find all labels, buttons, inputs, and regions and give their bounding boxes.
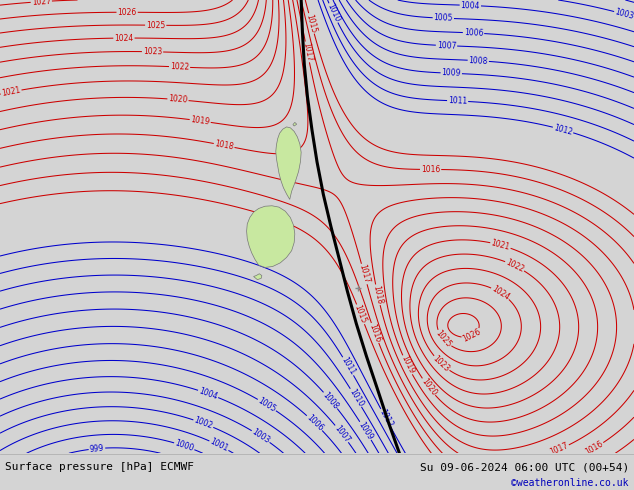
Text: 1000: 1000 (174, 439, 195, 453)
Polygon shape (293, 122, 297, 126)
Text: 1017: 1017 (358, 264, 371, 285)
Text: 1026: 1026 (462, 327, 482, 344)
Text: 1007: 1007 (437, 41, 456, 50)
Text: 1023: 1023 (431, 354, 451, 373)
Text: 1011: 1011 (448, 96, 467, 106)
Text: Su 09-06-2024 06:00 UTC (00+54): Su 09-06-2024 06:00 UTC (00+54) (420, 462, 629, 472)
Text: 1016: 1016 (421, 165, 440, 174)
Text: 1020: 1020 (168, 95, 188, 105)
Text: 1016: 1016 (368, 322, 382, 343)
Text: 1023: 1023 (143, 47, 162, 56)
Text: 1019: 1019 (190, 115, 210, 127)
Text: 1015: 1015 (353, 304, 368, 325)
Text: 1022: 1022 (170, 62, 190, 72)
Text: 1009: 1009 (441, 69, 461, 78)
Text: 1017: 1017 (548, 441, 570, 457)
Text: 1011: 1011 (339, 356, 357, 377)
Text: 1027: 1027 (32, 0, 51, 7)
Text: 1008: 1008 (321, 390, 340, 411)
Text: 1009: 1009 (356, 420, 375, 441)
Text: 1016: 1016 (584, 440, 605, 457)
Text: 1008: 1008 (469, 56, 488, 66)
Text: 1021: 1021 (490, 238, 511, 252)
Text: 1006: 1006 (304, 413, 325, 433)
Text: ©weatheronline.co.uk: ©weatheronline.co.uk (512, 478, 629, 488)
Text: 1025: 1025 (434, 329, 453, 349)
Text: 1015: 1015 (304, 13, 318, 34)
Text: 1018: 1018 (214, 139, 235, 152)
Text: 1004: 1004 (460, 0, 480, 10)
Text: 1006: 1006 (463, 28, 483, 38)
Text: 1002: 1002 (193, 416, 214, 431)
Text: 1024: 1024 (490, 284, 511, 302)
Text: 1026: 1026 (117, 8, 137, 17)
Text: 1007: 1007 (332, 423, 351, 444)
Text: 999: 999 (89, 443, 105, 454)
Text: 1005: 1005 (434, 13, 453, 23)
Text: 1004: 1004 (198, 386, 219, 401)
Text: 1010: 1010 (325, 2, 341, 24)
Text: 1012: 1012 (553, 123, 574, 137)
Text: 1019: 1019 (399, 354, 416, 375)
Polygon shape (254, 274, 262, 280)
Text: 1022: 1022 (504, 258, 526, 274)
Text: 1012: 1012 (377, 408, 394, 429)
Text: 1001: 1001 (209, 437, 230, 454)
Text: 1024: 1024 (114, 33, 134, 43)
Text: 1003: 1003 (250, 427, 271, 445)
Text: 1017: 1017 (301, 42, 314, 62)
Polygon shape (276, 127, 301, 199)
Polygon shape (247, 206, 295, 268)
Text: 1025: 1025 (146, 21, 165, 30)
Text: 1003: 1003 (614, 7, 634, 21)
Text: 1021: 1021 (1, 86, 22, 98)
Text: 1005: 1005 (256, 396, 278, 414)
Text: 1018: 1018 (372, 285, 384, 305)
Text: 1010: 1010 (347, 387, 365, 408)
Text: 1020: 1020 (419, 377, 438, 397)
Text: Surface pressure [hPa] ECMWF: Surface pressure [hPa] ECMWF (5, 462, 194, 472)
